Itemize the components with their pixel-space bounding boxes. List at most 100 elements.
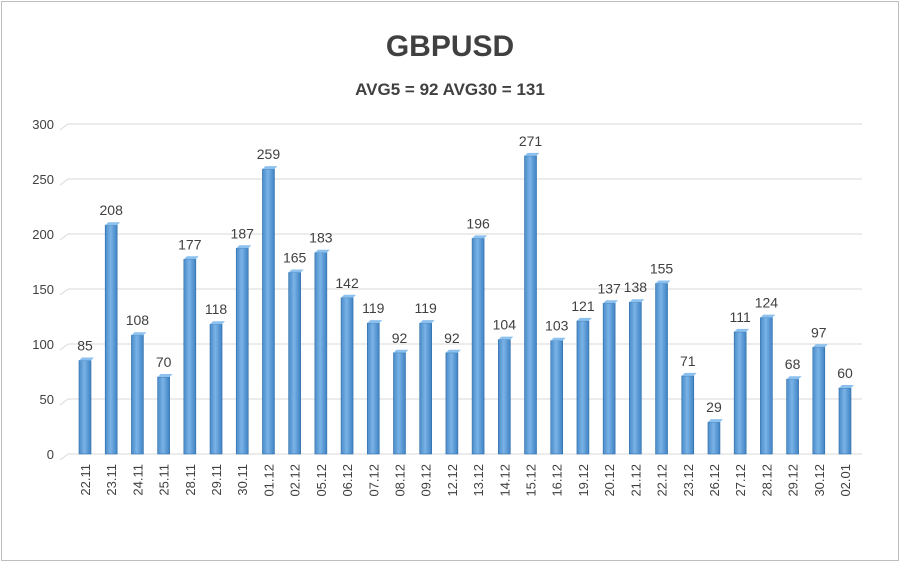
bar-top [655,280,671,284]
bar [471,238,485,455]
x-tick-label: 12.12 [445,464,460,497]
x-tick-label: 24.11 [130,464,145,496]
data-label: 142 [335,275,359,291]
bar-top [367,320,383,324]
bar-top [210,321,226,325]
x-tick-label: 23.12 [681,464,696,497]
bar-top [603,300,619,304]
bar [340,297,354,455]
data-label: 137 [597,280,621,296]
gridline-depth [59,398,69,406]
bar [786,378,799,455]
bar [288,272,301,455]
bar [419,322,432,455]
y-tick-label: 200 [32,227,54,242]
data-label: 70 [156,354,172,370]
bar-top [419,320,435,324]
data-label: 155 [650,261,674,277]
data-label: 111 [730,309,751,325]
x-tick-label: 22.11 [78,464,93,496]
x-tick-label: 21.12 [628,464,643,497]
bar-top [550,337,566,341]
x-tick-label: 19.12 [576,464,591,497]
data-label: 118 [205,301,228,317]
x-tick-label: 27.12 [733,464,748,497]
x-tick-label: 08.12 [392,464,407,497]
bar-top [131,332,147,336]
x-tick-label: 15.12 [524,464,539,497]
data-label: 121 [571,298,595,314]
bar-top [707,419,723,423]
bar-top [524,152,540,156]
bar [524,155,537,455]
bar [104,224,118,455]
data-label: 271 [519,133,543,149]
x-tick-label: 01.12 [261,464,276,497]
data-label: 92 [392,330,408,346]
x-tick-label: 09.12 [419,464,434,497]
x-tick-label: 30.12 [812,464,827,497]
bar [131,334,144,455]
bar [838,387,852,455]
gridline-depth [59,233,69,241]
bar-top [812,344,828,348]
x-tick-label: 05.12 [314,464,329,497]
data-label: 183 [309,230,333,246]
bar [629,301,642,455]
bar-top [681,372,697,376]
data-label: 29 [706,399,722,415]
bar-top [472,235,488,239]
bar [812,346,826,455]
x-tick-label: 29.12 [786,464,801,497]
x-tick-label: 23.11 [104,464,119,496]
x-tick-label: 13.12 [471,464,486,497]
bar-top [786,376,802,380]
y-tick-label: 150 [32,282,54,297]
x-tick-label: 25.11 [157,464,172,496]
x-tick-label: 06.12 [340,464,355,497]
chart-title: GBPUSD [385,30,515,63]
data-label: 124 [755,295,779,311]
bar-top [393,349,409,353]
bar-top [341,294,357,298]
x-tick-label: 29.11 [209,464,224,496]
x-tick-label: 28.11 [183,464,198,496]
data-label: 119 [415,300,438,316]
gridline-depth [59,123,69,131]
bar [498,339,511,455]
bar-top [105,222,121,226]
bar [209,323,223,455]
bar [314,252,328,455]
data-label: 165 [283,250,307,266]
data-label: 138 [624,279,648,295]
bar [655,283,668,455]
data-label: 103 [545,318,569,334]
chart-subtitle: AVG5 = 92 AVG30 = 131 [355,80,545,99]
bar-top [288,269,304,273]
data-label: 187 [231,225,255,241]
bar-top [79,357,94,361]
bar-top [576,317,592,321]
bar-top [734,328,750,332]
bar-top [498,336,514,340]
bar [681,375,695,455]
bar [235,248,249,455]
gridline-depth [59,288,69,296]
x-tick-label: 02.01 [838,464,853,497]
bar [760,317,773,455]
gridline-depth [59,453,69,461]
bar [262,168,275,455]
bar-top [760,314,776,318]
gridline-depth [59,343,69,351]
y-tick-label: 250 [32,172,54,187]
data-label: 68 [785,356,801,372]
data-label: 259 [257,146,281,162]
x-tick-label: 26.12 [707,464,722,497]
y-tick-label: 50 [40,392,54,407]
x-tick-label: 22.12 [655,464,670,497]
bar [576,320,590,455]
x-tick-label: 20.12 [602,464,617,497]
y-tick-label: 100 [32,337,54,352]
